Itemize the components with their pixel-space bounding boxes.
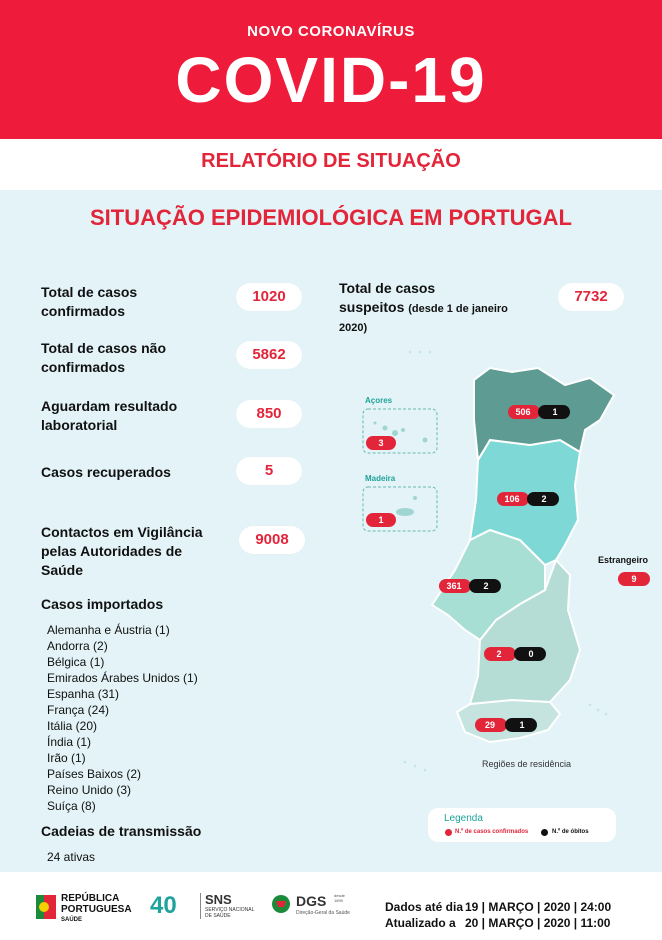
not-confirmed-label: Total de casos não confirmados xyxy=(41,340,166,375)
imported-item: Países Baixos (2) xyxy=(47,767,142,781)
lisboa-cases-badge xyxy=(439,579,471,593)
algarve-deaths-badge xyxy=(505,718,537,732)
norte-cases: 506 xyxy=(515,407,531,417)
recovered-value: 5 xyxy=(236,457,302,485)
legend-deaths-dot xyxy=(541,829,548,836)
legend-title: Legenda xyxy=(444,813,483,824)
republica-logo: REPÚBLICA PORTUGUESA SAÚDE xyxy=(61,893,132,923)
portugal-emblem-icon xyxy=(36,895,56,919)
algarve-deaths: 1 xyxy=(519,720,525,730)
imported-item: Espanha (31) xyxy=(47,687,120,701)
dgs-subtitle: Direção-Geral da Saúde xyxy=(296,910,350,916)
centro-deaths-badge xyxy=(527,492,559,506)
imported-title: Casos importados xyxy=(41,596,164,612)
azores-cases: 3 xyxy=(378,438,384,448)
imported-item: Irão (1) xyxy=(47,751,86,765)
imported-item: Alemanha e Áustria (1) xyxy=(47,623,170,637)
imported-item: Suíça (8) xyxy=(47,799,96,813)
lisboa-deaths: 2 xyxy=(483,581,489,591)
madeira-islands xyxy=(396,496,417,516)
section-title: SITUAÇÃO EPIDEMIOLÓGICA EM PORTUGAL xyxy=(90,205,572,230)
updated-value: 20 | MARÇO | 2020 | 11:00 xyxy=(465,916,611,930)
sns-40-logo: 40 xyxy=(150,892,177,919)
centro-cases: 106 xyxy=(504,494,520,504)
map-legend xyxy=(428,808,616,842)
imported-item: Índia (1) xyxy=(47,735,92,749)
algarve-cases: 29 xyxy=(484,720,495,730)
data-until-value: 19 | MARÇO | 2020 | 24:00 xyxy=(465,900,612,914)
centro-cases-badge xyxy=(497,492,529,506)
azores-cases-badge xyxy=(366,436,396,450)
sns-logo: SNS xyxy=(205,892,232,907)
alentejo-cases-badge xyxy=(484,647,516,661)
legend-confirmed-dot xyxy=(445,829,452,836)
header-subtitle: NOVO CORONAVÍRUS xyxy=(247,23,415,40)
footer-divider xyxy=(200,893,201,919)
norte-deaths: 1 xyxy=(552,407,558,417)
imported-item: França (24) xyxy=(47,703,110,717)
imported-item: Itália (20) xyxy=(47,719,98,733)
abroad-label: Estrangeiro xyxy=(598,555,649,565)
abroad-cases: 9 xyxy=(631,574,637,584)
sns-subtitle: SERVIÇO NACIONAL DE SAÚDE xyxy=(205,907,255,919)
confirmed-value: 1020 xyxy=(236,283,302,311)
alentejo-deaths-badge xyxy=(514,647,546,661)
data-until-label: Dados até dia xyxy=(385,900,464,914)
madeira-cases: 1 xyxy=(378,515,384,525)
chains-value: 24 ativas xyxy=(47,850,96,864)
legend-deaths-label: N.º de óbitos xyxy=(552,829,589,835)
imported-item: Emirados Árabes Unidos (1) xyxy=(47,671,198,685)
imported-item: Andorra (2) xyxy=(47,639,108,653)
legend-confirmed-label: N.º de casos confirmados xyxy=(455,829,529,835)
not-confirmed-value: 5862 xyxy=(236,341,302,369)
alentejo-deaths: 0 xyxy=(528,649,534,659)
madeira-cases-badge xyxy=(366,513,396,527)
footer xyxy=(0,872,662,940)
imported-item: Bélgica (1) xyxy=(47,655,105,669)
portugal-map xyxy=(362,350,650,772)
dgs-logo: DGS xyxy=(296,893,327,909)
algarve-cases-badge xyxy=(475,718,507,732)
suspected-value: 7732 xyxy=(558,283,624,311)
imported-item: Reino Unido (3) xyxy=(47,783,132,797)
awaiting-label: Aguardam resultado laboratorial xyxy=(41,398,178,433)
header-title: COVID-19 xyxy=(175,44,487,116)
lisboa-deaths-badge xyxy=(469,579,501,593)
header-banner xyxy=(0,0,662,139)
contacts-label: Contactos em Vigilância pelas Autoridade… xyxy=(41,524,203,578)
suspected-label: Total de casos suspeitos (desde 1 de jan… xyxy=(339,280,508,334)
abroad-cases-badge xyxy=(618,572,650,586)
confirmed-label: Total de casos confirmados xyxy=(41,284,138,319)
recovered-label: Casos recuperados xyxy=(41,464,171,480)
updated-label: Atualizado a xyxy=(385,916,456,930)
azores-label: Açores xyxy=(365,396,393,405)
dgs-logo-icon xyxy=(272,895,290,913)
awaiting-value: 850 xyxy=(236,400,302,428)
contacts-value: 9008 xyxy=(239,526,305,554)
norte-deaths-badge xyxy=(538,405,570,419)
dgs-since: desde 1899 xyxy=(334,893,345,903)
lisboa-cases: 361 xyxy=(446,581,462,591)
madeira-label: Madeira xyxy=(365,474,396,483)
chains-title: Cadeias de transmissão xyxy=(41,823,202,839)
report-title: RELATÓRIO DE SITUAÇÃO xyxy=(201,150,461,172)
map-dot-pattern xyxy=(403,350,608,772)
azores-islands xyxy=(373,421,428,443)
azores-inset xyxy=(362,408,438,454)
centro-deaths: 2 xyxy=(541,494,547,504)
regions-caption: Regiões de residência xyxy=(482,759,572,769)
norte-cases-badge xyxy=(508,405,540,419)
alentejo-cases: 2 xyxy=(496,649,502,659)
madeira-inset xyxy=(362,486,438,532)
